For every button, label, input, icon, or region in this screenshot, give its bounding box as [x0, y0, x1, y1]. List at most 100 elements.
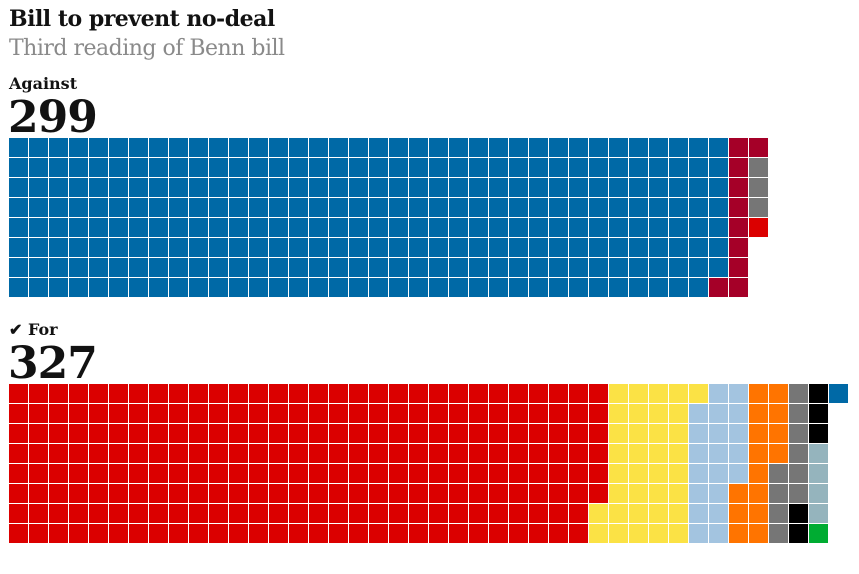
waffle-cell-group-0: [329, 444, 348, 463]
waffle-cell-group-0: [609, 278, 628, 297]
waffle-cell-group-0: [589, 238, 608, 257]
waffle-cell-group-0: [169, 504, 188, 523]
waffle-cell-group-0: [229, 524, 248, 543]
waffle-cell-group-5: [809, 404, 828, 423]
waffle-cell-group-0: [649, 138, 668, 157]
waffle-cell-group-4: [769, 524, 788, 543]
waffle-cell-group-0: [709, 238, 728, 257]
waffle-cell-group-0: [289, 424, 308, 443]
waffle-cell-group-0: [509, 464, 528, 483]
waffle-cell-group-0: [129, 384, 148, 403]
waffle-cell-group-0: [469, 198, 488, 217]
waffle-cell-group-1: [649, 484, 668, 503]
waffle-cell-group-0: [529, 258, 548, 277]
waffle-cell-group-0: [69, 464, 88, 483]
waffle-cell-group-0: [549, 258, 568, 277]
waffle-cell-group-0: [249, 258, 268, 277]
waffle-cell-group-0: [49, 484, 68, 503]
waffle-cell-group-0: [589, 444, 608, 463]
waffle-cell-group-0: [69, 198, 88, 217]
waffle-cell-group-0: [289, 484, 308, 503]
waffle-cell-group-0: [189, 444, 208, 463]
waffle-cell-group-0: [289, 404, 308, 423]
waffle-cell-group-0: [89, 504, 108, 523]
waffle-cell-group-0: [189, 384, 208, 403]
waffle-cell-group-1: [669, 444, 688, 463]
waffle-cell-group-6: [809, 504, 828, 523]
waffle-cell-group-0: [109, 218, 128, 237]
waffle-cell-group-0: [109, 444, 128, 463]
waffle-cell-group-0: [189, 524, 208, 543]
waffle-cell-group-0: [569, 484, 588, 503]
waffle-cell-group-0: [29, 158, 48, 177]
waffle-cell-group-0: [509, 218, 528, 237]
waffle-cell-group-3: [749, 424, 768, 443]
waffle-cell-group-0: [589, 258, 608, 277]
waffle-cell-group-1: [669, 404, 688, 423]
waffle-cell-group-0: [89, 178, 108, 197]
waffle-cell-group-0: [689, 218, 708, 237]
waffle-cell-group-0: [629, 238, 648, 257]
waffle-cell-group-6: [809, 444, 828, 463]
waffle-cell-group-0: [529, 464, 548, 483]
waffle-cell-group-0: [509, 444, 528, 463]
waffle-cell-group-0: [9, 238, 28, 257]
waffle-cell-group-0: [529, 484, 548, 503]
waffle-cell-group-0: [49, 384, 68, 403]
waffle-cell-group-0: [269, 404, 288, 423]
waffle-cell-group-1: [649, 504, 668, 523]
waffle-cell-group-5: [789, 504, 808, 523]
waffle-cell-group-0: [429, 424, 448, 443]
waffle-cell-group-0: [369, 464, 388, 483]
waffle-cell-group-0: [269, 278, 288, 297]
waffle-cell-group-0: [69, 424, 88, 443]
waffle-cell-group-0: [569, 404, 588, 423]
waffle-cell-group-0: [349, 404, 368, 423]
waffle-cell-group-1: [609, 404, 628, 423]
waffle-cell-group-0: [369, 218, 388, 237]
waffle-cell-group-0: [209, 504, 228, 523]
waffle-cell-group-0: [449, 258, 468, 277]
waffle-cell-group-0: [489, 464, 508, 483]
waffle-cell-group-0: [389, 384, 408, 403]
waffle-cell-group-1: [729, 138, 748, 157]
waffle-cell-group-0: [49, 238, 68, 257]
waffle-cell-group-0: [129, 484, 148, 503]
waffle-cell-group-0: [249, 384, 268, 403]
waffle-cell-group-0: [569, 178, 588, 197]
waffle-cell-group-1: [629, 464, 648, 483]
waffle-cell-group-0: [509, 484, 528, 503]
waffle-cell-group-0: [269, 384, 288, 403]
waffle-cell-group-0: [349, 424, 368, 443]
waffle-cell-group-0: [289, 258, 308, 277]
waffle-cell-group-0: [409, 238, 428, 257]
waffle-cell-group-0: [9, 504, 28, 523]
waffle-cell-group-0: [589, 464, 608, 483]
waffle-cell-group-0: [689, 258, 708, 277]
waffle-cell-group-4: [789, 444, 808, 463]
waffle-cell-group-0: [549, 464, 568, 483]
waffle-cell-group-0: [529, 504, 548, 523]
waffle-cell-group-0: [49, 198, 68, 217]
waffle-cell-group-2: [709, 384, 728, 403]
waffle-cell-group-3: [769, 444, 788, 463]
waffle-cell-group-0: [509, 384, 528, 403]
waffle-cell-group-0: [449, 278, 468, 297]
for-label: ✔ For: [9, 320, 58, 339]
waffle-cell-group-2: [689, 464, 708, 483]
waffle-cell-group-0: [589, 218, 608, 237]
waffle-cell-group-0: [529, 444, 548, 463]
waffle-cell-group-1: [669, 384, 688, 403]
waffle-cell-group-0: [609, 238, 628, 257]
waffle-cell-group-0: [509, 524, 528, 543]
waffle-cell-group-0: [569, 504, 588, 523]
waffle-cell-group-0: [529, 238, 548, 257]
waffle-cell-group-2: [689, 504, 708, 523]
waffle-cell-group-0: [689, 198, 708, 217]
waffle-cell-group-0: [249, 424, 268, 443]
waffle-cell-group-0: [349, 524, 368, 543]
waffle-cell-group-0: [189, 484, 208, 503]
waffle-cell-group-0: [409, 218, 428, 237]
waffle-cell-group-2: [709, 464, 728, 483]
waffle-cell-group-0: [409, 278, 428, 297]
